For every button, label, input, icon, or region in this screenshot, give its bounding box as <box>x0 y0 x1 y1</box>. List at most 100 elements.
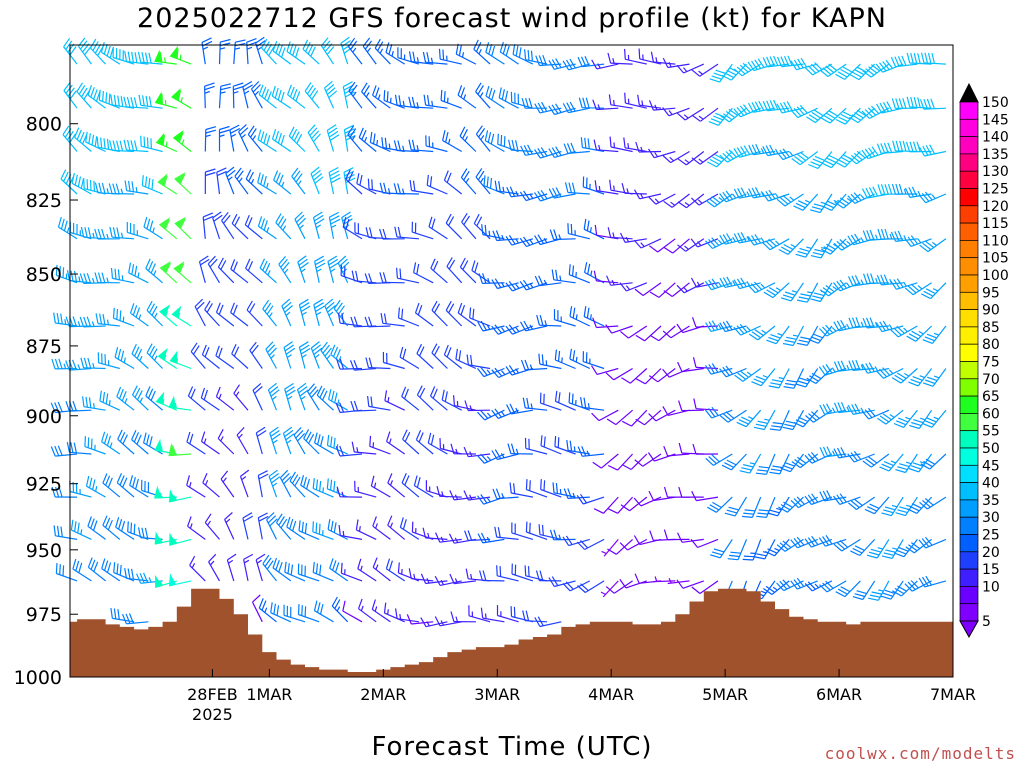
barb-flag <box>847 404 854 415</box>
wind-barb <box>124 51 149 65</box>
barb-flag <box>921 538 930 547</box>
wind-barb <box>124 567 149 582</box>
barb-flag <box>782 464 793 470</box>
wind-barb <box>904 186 932 198</box>
barb-flag <box>231 344 237 355</box>
barb-flag <box>537 191 545 201</box>
wind-barb <box>413 262 434 284</box>
barb-staff <box>362 45 377 65</box>
wind-barb <box>519 279 548 291</box>
barb-staff <box>416 394 434 411</box>
barb-flag <box>908 187 914 198</box>
barb-flag <box>649 291 660 298</box>
barb-flag <box>818 328 828 337</box>
barb-flag <box>86 316 92 327</box>
barb-flag <box>924 420 935 426</box>
barb-flag <box>477 411 486 421</box>
barb-staff <box>298 613 320 623</box>
barb-flag <box>924 498 934 506</box>
barb-staff <box>874 496 890 515</box>
plot-frame <box>69 44 954 678</box>
barb-flag <box>819 289 829 297</box>
barb-staff <box>383 99 405 109</box>
colorbar-swatch <box>959 413 979 432</box>
wind-barb <box>460 168 477 195</box>
barb-staff <box>261 47 277 65</box>
barb-flag <box>711 406 719 416</box>
wind-barb <box>848 496 876 510</box>
barb-staff <box>932 368 947 387</box>
barb-flag <box>101 272 106 283</box>
wind-barb <box>782 409 805 431</box>
barb-staff <box>900 368 918 384</box>
barb-staff <box>85 141 106 153</box>
barb-flag <box>762 100 768 112</box>
barb-flag <box>555 269 558 281</box>
wind-barb <box>905 141 932 153</box>
barb-staff <box>642 453 662 467</box>
wind-barb <box>793 193 819 211</box>
wind-barb <box>370 475 391 498</box>
barb-half-flag <box>139 397 144 403</box>
barb-flag <box>776 56 783 67</box>
wind-barb <box>271 85 292 109</box>
credit-link[interactable]: coolwx.com/modelts <box>824 744 1016 763</box>
barb-flag <box>125 613 131 624</box>
barb-flag <box>822 287 832 295</box>
barb-staff <box>482 538 505 544</box>
wind-barb <box>464 400 491 412</box>
barb-flag <box>293 131 300 142</box>
wind-barb <box>218 38 231 65</box>
barb-half-flag <box>479 177 484 183</box>
barb-staff <box>457 312 477 327</box>
barb-flag <box>751 187 758 198</box>
wind-barb <box>540 435 562 455</box>
barb-flag <box>340 562 343 574</box>
wind-barb <box>804 452 833 464</box>
wind-barb <box>719 276 747 288</box>
barb-flag <box>124 51 128 62</box>
barb-flag <box>882 413 892 421</box>
barb-flag <box>206 303 213 313</box>
wind-barb <box>648 409 676 422</box>
barb-flag <box>704 409 713 419</box>
barb-flag <box>116 563 119 575</box>
barb-staff <box>583 228 605 240</box>
wind-barb <box>484 130 505 153</box>
barb-flag <box>242 80 253 88</box>
barb-flag <box>423 94 427 106</box>
barb-staff <box>230 312 249 327</box>
barb-half-flag <box>227 176 233 181</box>
barb-flag <box>840 156 851 163</box>
wind-barb <box>95 313 120 327</box>
barb-staff <box>439 580 462 586</box>
wind-barb <box>648 238 676 253</box>
barb-flag <box>538 55 544 66</box>
barb-flag <box>572 350 576 361</box>
barb-staff <box>275 222 292 240</box>
barb-half-flag <box>244 559 250 564</box>
barb-flag <box>552 187 558 198</box>
barb-staff <box>215 355 235 369</box>
wind-barb <box>221 212 235 240</box>
barb-staff <box>370 141 391 153</box>
barb-flag <box>459 126 466 137</box>
barb-flag <box>754 187 761 197</box>
barb-flag <box>351 441 355 453</box>
wind-barb <box>131 385 149 411</box>
barb-flag <box>811 535 819 545</box>
barb-flag <box>372 85 377 96</box>
barb-flag <box>811 372 822 380</box>
wind-barb <box>108 183 135 195</box>
barb-flag <box>648 375 659 383</box>
barb-half-flag <box>831 367 836 373</box>
wind-barb <box>733 323 761 336</box>
barb-staff <box>454 496 476 501</box>
barb-half-flag <box>300 395 306 400</box>
barb-staff <box>764 539 776 560</box>
barb-staff <box>497 614 519 623</box>
barb-flag <box>189 433 194 445</box>
wind-barb <box>259 258 277 284</box>
barb-flag <box>303 429 310 439</box>
